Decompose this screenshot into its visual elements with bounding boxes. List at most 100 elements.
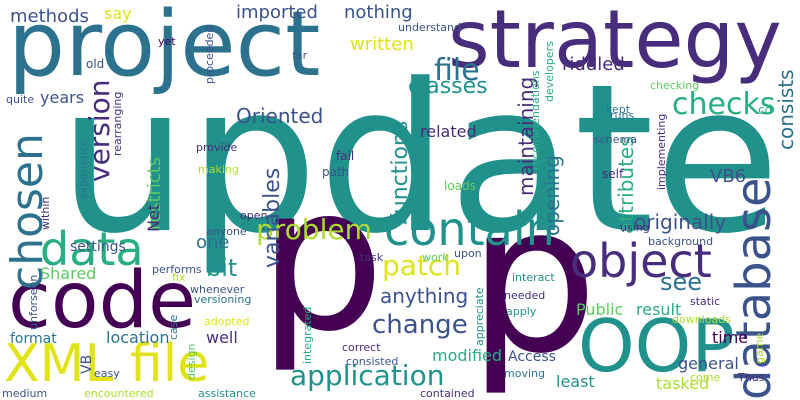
word: Public <box>576 300 624 319</box>
word: quite <box>6 93 35 106</box>
word: classes <box>408 74 488 99</box>
word: encountered <box>84 387 154 400</box>
word: whenever <box>190 283 245 296</box>
word: game <box>753 332 766 364</box>
word: Access <box>508 349 556 365</box>
word: needed <box>504 289 546 302</box>
word: static <box>690 295 721 308</box>
word: unforseen <box>27 274 40 330</box>
word: originally <box>634 210 727 234</box>
word: old <box>86 57 105 71</box>
word: modified <box>432 346 503 365</box>
word: object <box>570 234 712 288</box>
word: assistance <box>198 387 256 400</box>
word: design <box>185 343 198 381</box>
word: tasked <box>656 374 710 393</box>
word: loads <box>444 179 476 193</box>
word: related <box>420 122 477 141</box>
word: general <box>678 354 739 373</box>
word: easy <box>94 367 120 380</box>
word: see <box>660 268 703 296</box>
word: result <box>636 300 682 319</box>
word: Oriented <box>236 104 324 128</box>
word: p <box>468 161 599 399</box>
word: VB6 <box>710 166 747 187</box>
word: location <box>106 328 170 347</box>
word: experience <box>77 139 90 200</box>
word: strategy <box>448 0 782 86</box>
word: appreciate <box>473 287 486 346</box>
word: anything <box>380 284 469 308</box>
word: task <box>360 251 384 264</box>
word: self <box>602 167 624 181</box>
word: methods <box>10 6 89 27</box>
word: attributes <box>614 136 638 234</box>
word: come <box>690 371 721 384</box>
word: riddled <box>562 54 625 75</box>
word: project <box>8 0 321 97</box>
word: medium <box>2 387 48 400</box>
word: correct <box>342 341 381 354</box>
word: data <box>40 222 144 276</box>
word: well <box>206 328 238 347</box>
word: imported <box>236 2 318 23</box>
word: work <box>422 251 449 264</box>
word: Thus <box>738 371 765 384</box>
word: patch <box>382 249 462 282</box>
word: settings <box>70 239 126 255</box>
word: years <box>40 88 85 107</box>
word: say <box>104 4 132 23</box>
word: interact <box>512 271 555 284</box>
word: VB <box>79 354 95 374</box>
word: contain <box>384 202 555 256</box>
word: consists <box>774 69 798 150</box>
word: checking <box>650 79 700 92</box>
word: rearranging <box>111 91 124 156</box>
word: performs <box>152 263 202 276</box>
word: open <box>240 209 268 222</box>
word: version <box>83 79 116 182</box>
word: anyone <box>206 225 247 238</box>
word: moving <box>504 367 545 380</box>
word: recommendations <box>529 70 542 170</box>
word: upon <box>454 247 482 260</box>
word: runs <box>610 109 635 122</box>
word: Shared <box>40 264 97 283</box>
word: versioning <box>194 293 252 306</box>
word: bit <box>206 254 238 282</box>
word: proceeded <box>203 25 216 84</box>
word: case <box>167 314 180 340</box>
word: Net <box>144 203 163 232</box>
word: making <box>198 163 239 176</box>
word: time <box>712 328 749 347</box>
word: fix <box>172 271 186 284</box>
word: kept <box>606 103 631 116</box>
word: least <box>556 372 595 391</box>
word: fail <box>336 149 355 163</box>
word: within <box>39 196 52 230</box>
word: apply <box>506 305 537 318</box>
word: downloads <box>672 313 731 326</box>
word: p <box>258 143 385 376</box>
word: checks <box>672 87 776 122</box>
word: format <box>10 331 57 347</box>
word: code <box>8 256 197 346</box>
word: far <box>292 49 308 62</box>
word: path <box>322 165 350 179</box>
word: nothing <box>344 2 413 23</box>
word: cd <box>758 103 773 117</box>
word: yet <box>158 35 176 48</box>
word: XML file <box>4 334 210 394</box>
word: one <box>196 232 230 253</box>
word: adopted <box>204 315 250 328</box>
word: using <box>620 221 650 234</box>
word: OOP <box>578 304 735 388</box>
word: background <box>648 235 714 248</box>
word: opening <box>540 155 564 236</box>
word: contained <box>420 387 475 400</box>
word: developers <box>543 41 556 102</box>
word: file <box>434 53 480 88</box>
word: functions <box>388 120 413 222</box>
word: consisted <box>346 355 399 368</box>
